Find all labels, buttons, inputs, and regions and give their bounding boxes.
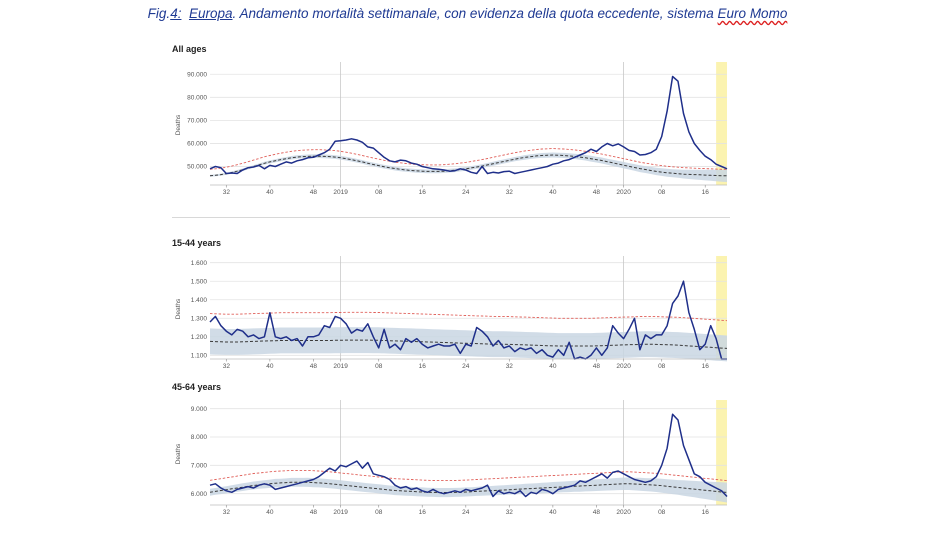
y-axis-label: Deaths: [175, 443, 182, 464]
y-tick-label: 8.000: [191, 434, 208, 441]
x-tick-label: 16: [419, 189, 427, 196]
x-tick-label: 48: [593, 189, 601, 196]
x-tick-label: 2019: [333, 363, 348, 370]
x-tick-label: 16: [702, 509, 710, 516]
x-tick-label: 32: [506, 189, 514, 196]
chart-all-ages: All ages 50.000 60.000 70.000 80.000 90.000 De…: [172, 44, 728, 196]
panel-title: All ages: [172, 44, 207, 54]
x-tick-label: 2020: [616, 189, 631, 196]
x-tick-label: 16: [702, 189, 710, 196]
y-tick-label: 70.000: [187, 118, 207, 125]
x-tick-label: 16: [419, 363, 427, 370]
y-tick-label: 1.600: [191, 260, 208, 267]
y-tick-label: 7.000: [191, 463, 208, 470]
x-tick-label: 08: [658, 509, 666, 516]
x-tick-label: 40: [266, 189, 274, 196]
x-tick-label: 08: [375, 189, 383, 196]
y-tick-label: 1.300: [191, 315, 208, 322]
x-tick-label: 08: [658, 189, 666, 196]
panel-title: 45-64 years: [172, 382, 221, 392]
baseline-line: [209, 481, 728, 493]
chart-45-64-years: 45-64 years 6.000 7.000 8.000 9.000 Deaths 32 4…: [172, 382, 728, 516]
observed-deaths-line: [209, 75, 728, 175]
current-period-highlight: [716, 256, 727, 359]
panel-separator: [172, 217, 730, 218]
x-tick-label: 16: [702, 363, 710, 370]
x-tick-label: 32: [223, 363, 231, 370]
current-period-highlight: [716, 62, 727, 185]
threshold-line: [209, 311, 728, 322]
y-tick-label: 9.000: [191, 406, 208, 413]
baseline-line: [209, 339, 728, 349]
x-tick-label: 48: [310, 189, 318, 196]
x-tick-label: 48: [593, 363, 601, 370]
y-tick-label: 1.400: [191, 297, 208, 304]
figure-caption: Fig.4: Europa. Andamento mortalità setti…: [0, 6, 935, 21]
chart-15-44-years: 15-44 years 1.100 1.200 1.300 1.400 1.500 1.60…: [172, 238, 728, 370]
x-tick-label: 40: [266, 509, 274, 516]
observed-deaths-line: [209, 280, 727, 360]
x-tick-label: 48: [310, 509, 318, 516]
x-tick-label: 24: [462, 189, 470, 196]
x-tick-label: 08: [375, 509, 383, 516]
x-tick-label: 48: [310, 363, 318, 370]
caption-text: . Andamento mortalità settimanale, con e…: [232, 6, 718, 21]
y-tick-label: 1.500: [191, 278, 208, 285]
y-tick-label: 6.000: [191, 491, 208, 498]
threshold-line: [209, 148, 727, 170]
x-tick-label: 2020: [616, 363, 631, 370]
x-tick-label: 24: [462, 509, 470, 516]
y-tick-label: 1.100: [191, 352, 208, 359]
caption-source: Euro Momo: [717, 6, 788, 21]
x-tick-label: 32: [506, 509, 514, 516]
x-tick-label: 2020: [616, 509, 631, 516]
y-axis-label: Deaths: [175, 114, 182, 135]
x-tick-label: 32: [223, 189, 231, 196]
x-tick-label: 24: [462, 363, 470, 370]
x-tick-label: 2019: [333, 509, 348, 516]
y-tick-label: 50.000: [187, 164, 207, 171]
x-tick-label: 40: [549, 363, 557, 370]
caption-region: Europa: [188, 6, 233, 21]
y-tick-label: 1.200: [191, 334, 208, 341]
threshold-line: [209, 469, 728, 482]
y-tick-label: 60.000: [187, 141, 207, 148]
x-tick-label: 32: [223, 509, 231, 516]
caption-prefix: Fig.: [147, 6, 171, 21]
x-tick-label: 40: [266, 363, 274, 370]
prediction-band: [210, 152, 727, 182]
x-tick-label: 40: [549, 509, 557, 516]
baseline-line: [209, 154, 727, 177]
y-tick-label: 90.000: [187, 71, 207, 78]
observed-deaths-line: [209, 413, 728, 498]
x-tick-label: 32: [506, 363, 514, 370]
x-tick-label: 08: [375, 363, 383, 370]
y-tick-label: 80.000: [187, 95, 207, 102]
prediction-band: [210, 327, 727, 362]
x-tick-label: 40: [549, 189, 557, 196]
x-tick-label: 48: [593, 509, 601, 516]
x-tick-label: 2019: [333, 189, 348, 196]
caption-number: 4:: [170, 6, 182, 21]
x-tick-label: 16: [419, 509, 427, 516]
y-axis-label: Deaths: [175, 298, 182, 319]
panel-title: 15-44 years: [172, 238, 221, 248]
current-period-highlight: [716, 400, 727, 505]
x-tick-label: 08: [658, 363, 666, 370]
